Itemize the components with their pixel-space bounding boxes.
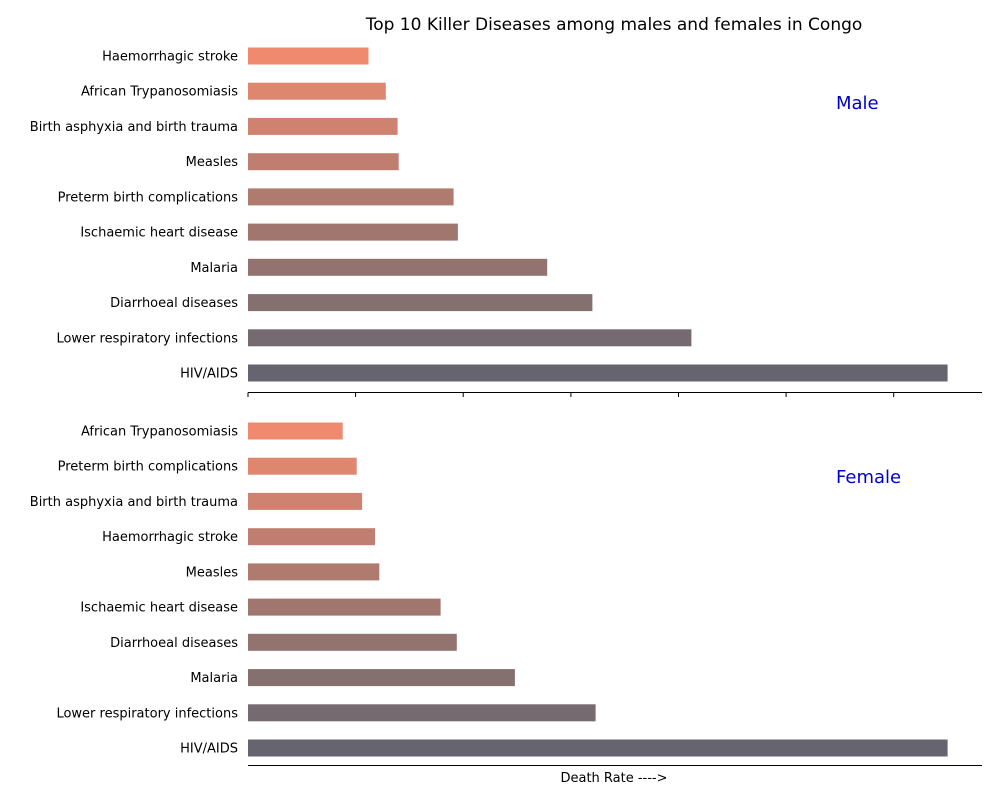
female-panel: Female HIV/AIDS Lower respiratory infecti…	[30, 422, 982, 766]
category-label: Ischaemic heart disease	[80, 226, 238, 241]
category-label: HIV/AIDS	[180, 367, 238, 382]
female-panel-label: Female	[836, 467, 901, 488]
category-label: African Trypanosomiasis	[81, 85, 238, 100]
category-label: Malaria	[190, 261, 238, 276]
category-label: Haemorrhagic stroke	[102, 50, 238, 65]
category-label: Measles	[186, 155, 239, 170]
bar-female-7	[248, 528, 375, 546]
bar-male-5	[248, 223, 458, 241]
bar-female-9	[248, 457, 357, 475]
category-label: Birth asphyxia and birth trauma	[30, 495, 238, 510]
category-label: Measles	[186, 565, 239, 580]
bar-male-3	[248, 294, 593, 312]
category-label: African Trypanosomiasis	[81, 425, 238, 440]
category-label: Preterm birth complications	[58, 190, 239, 205]
male-panel: Male HIV/AIDS Lower respiratory infection…	[30, 47, 982, 397]
category-label: Birth asphyxia and birth trauma	[30, 120, 238, 135]
bar-male-6	[248, 188, 454, 206]
bar-male-1	[248, 364, 948, 382]
x-axis-label: Death Rate ---->	[560, 771, 667, 786]
bar-female-10	[248, 422, 343, 440]
bar-male-9	[248, 82, 386, 100]
bar-female-1	[248, 739, 948, 757]
bar-female-2	[248, 704, 596, 722]
category-label: Diarrhoeal diseases	[110, 296, 238, 311]
bar-female-8	[248, 492, 363, 510]
bar-male-8	[248, 117, 398, 135]
bar-female-3	[248, 669, 515, 687]
category-label: Ischaemic heart disease	[80, 601, 238, 616]
bar-male-4	[248, 258, 548, 276]
bar-male-7	[248, 153, 399, 171]
male-panel-label: Male	[836, 93, 879, 114]
category-label: Diarrhoeal diseases	[110, 636, 238, 651]
bar-female-6	[248, 563, 380, 581]
category-label: Preterm birth complications	[58, 460, 239, 475]
bar-male-2	[248, 329, 692, 347]
bar-female-5	[248, 598, 441, 616]
category-label: Lower respiratory infections	[56, 331, 238, 346]
chart-title: Top 10 Killer Diseases among males and f…	[365, 15, 863, 35]
category-label: Lower respiratory infections	[56, 706, 238, 721]
bar-male-10	[248, 47, 369, 65]
category-label: Haemorrhagic stroke	[102, 530, 238, 545]
category-label: Malaria	[190, 671, 238, 686]
category-label: HIV/AIDS	[180, 742, 238, 757]
bar-female-4	[248, 633, 457, 651]
